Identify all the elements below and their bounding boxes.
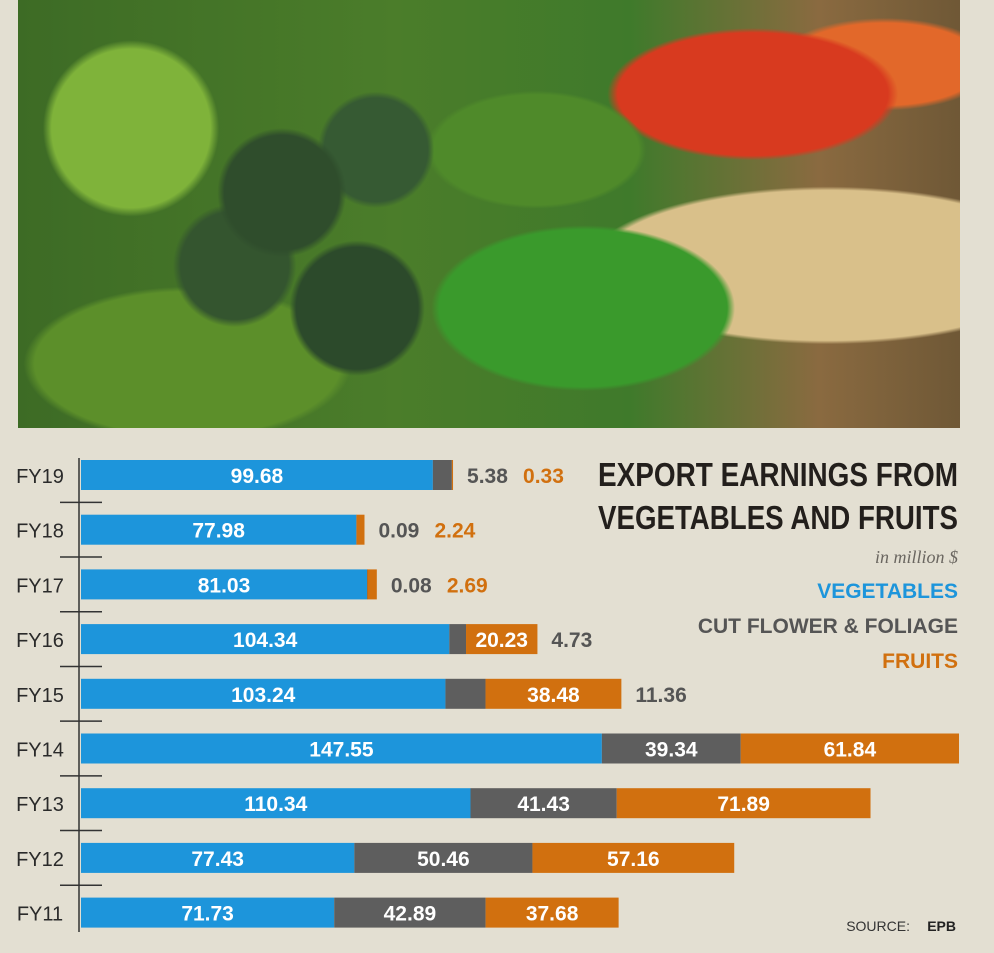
data-label: 11.36 (635, 684, 686, 707)
bar-row-FY19: FY19 99.68 5.38 0.33 (16, 460, 564, 504)
bar-row-FY14: FY14 147.55 39.34 61.84 (16, 733, 960, 777)
chart-subtitle: in million $ (875, 547, 958, 567)
source-label: SOURCE: (846, 918, 910, 934)
export-earnings-chart: EXPORT EARNINGS FROM VEGETABLES AND FRUI… (16, 456, 960, 934)
bar-segment-0 (81, 788, 471, 819)
bar-row-FY11: FY11 71.73 42.89 37.68 (17, 897, 619, 928)
data-label: 71.73 (181, 903, 234, 926)
data-label: 0.33 (523, 465, 564, 488)
bar-segment-1 (334, 897, 486, 928)
bar-row-FY13: FY13 110.34 41.43 71.89 (16, 788, 871, 832)
bar-segment-2 (485, 678, 622, 709)
bar-segment-1 (601, 733, 741, 764)
bar-row-FY18: FY18 77.98 0.09 2.24 (16, 514, 476, 558)
data-label: 77.43 (191, 848, 244, 871)
category-label: FY13 (16, 794, 64, 816)
bar-segment-0 (81, 897, 335, 928)
bar-segment-0 (81, 842, 355, 873)
category-label: FY12 (16, 849, 64, 871)
bar-segment-2 (451, 460, 454, 490)
chart-title-line1: EXPORT EARNINGS FROM (598, 456, 958, 493)
category-label: FY18 (16, 521, 64, 543)
data-label: 61.84 (824, 739, 877, 762)
data-label: 2.69 (447, 574, 488, 597)
category-label: FY19 (16, 466, 64, 488)
category-label: FY16 (16, 630, 64, 652)
source-value: EPB (927, 918, 956, 934)
data-label: 147.55 (309, 739, 374, 762)
bar-row-FY12: FY12 77.43 50.46 57.16 (16, 842, 735, 886)
legend-item-0: VEGETABLES (817, 580, 958, 603)
bar-segment-2 (532, 842, 735, 873)
data-label: 99.68 (231, 465, 284, 488)
data-label: 42.89 (384, 903, 437, 926)
bar-segment-1 (445, 678, 486, 709)
bar-segment-0 (81, 624, 450, 655)
bar-segment-0 (81, 569, 368, 600)
data-label: 71.89 (717, 793, 770, 816)
bar-segment-0 (81, 460, 433, 490)
legend: VEGETABLES CUT FLOWER & FOLIAGE FRUITS (698, 580, 958, 673)
bar-segment-1 (354, 842, 533, 873)
data-label: 5.38 (467, 465, 508, 488)
data-label: 2.24 (434, 520, 475, 543)
data-label: 81.03 (198, 574, 251, 597)
bar-segment-1 (356, 514, 357, 545)
data-label: 37.68 (526, 903, 579, 926)
data-label: 50.46 (417, 848, 470, 871)
data-label: 57.16 (607, 848, 660, 871)
data-label: 104.34 (233, 629, 298, 652)
chart-title-line2: VEGETABLES AND FRUITS (598, 499, 958, 536)
data-label: 110.34 (244, 793, 307, 816)
bar-segment-2 (485, 897, 619, 928)
bar-segment-2 (367, 569, 377, 600)
bar-segment-0 (81, 514, 357, 545)
bar-segment-1 (432, 460, 452, 490)
data-label: 0.08 (391, 574, 432, 597)
data-label: 0.09 (378, 520, 419, 543)
category-label: FY15 (16, 685, 64, 707)
bar-segment-1 (367, 569, 368, 600)
bar-segment-0 (81, 733, 602, 764)
bar-row-FY16: FY16 104.34 20.23 4.73 (16, 624, 592, 668)
bar-segment-2 (616, 788, 871, 819)
bar-segment-1 (470, 788, 617, 819)
bar-segment-2 (466, 624, 538, 655)
category-label: FY17 (16, 575, 64, 597)
legend-item-2: FRUITS (882, 650, 958, 673)
data-label: 4.73 (551, 629, 592, 652)
bar-segment-0 (81, 678, 446, 709)
data-label: 39.34 (645, 739, 698, 762)
bar-row-FY17: FY17 81.03 0.08 2.69 (16, 569, 488, 613)
data-label: 103.24 (231, 684, 296, 707)
category-label: FY14 (16, 740, 64, 762)
legend-item-1: CUT FLOWER & FOLIAGE (698, 615, 958, 638)
data-label: 38.48 (527, 684, 580, 707)
bar-segment-2 (740, 733, 960, 764)
bar-segment-2 (356, 514, 365, 545)
data-label: 20.23 (475, 629, 528, 652)
data-label: 41.43 (517, 793, 570, 816)
category-label: FY11 (17, 904, 63, 926)
bar-segment-1 (449, 624, 467, 655)
data-label: 77.98 (192, 520, 245, 543)
vegetables-photo (18, 0, 960, 428)
bar-row-FY15: FY15 103.24 38.48 11.36 (16, 678, 687, 722)
